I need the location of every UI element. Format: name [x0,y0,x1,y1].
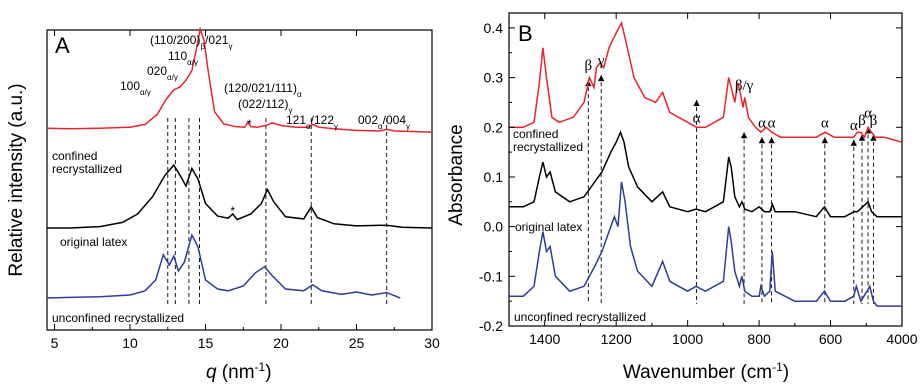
x-tick-label: 10 [122,335,138,351]
series-label: unconfined recrystallized [52,311,184,325]
impurity-star: * [230,204,235,218]
y-axis-title-b: Absorbance [446,124,467,225]
reflection-annotation: 002α/004γ [358,113,410,131]
x-tick-label: 600 [819,331,843,347]
x-tick-label: 15 [198,335,214,351]
x-tick-label: 1400 [529,331,560,347]
y-tick-label: 0.1 [484,169,504,185]
series-label: confined [52,149,97,163]
reflection-annotation: 100α/γ [120,79,151,97]
y-tick-label: 0.0 [484,219,504,235]
series-line-confined-recrystallized [509,20,903,143]
plot-frame-a [46,29,433,331]
y-tick-label: 0.4 [484,20,504,36]
reflection-annotation: (120/021/111)α [224,81,302,99]
band-annotation: α [850,118,858,134]
panel-label-b: B [518,21,533,46]
reflection-annotation: (110/200)β/021γ [150,33,232,51]
series-label: confined [513,127,558,141]
x-axis-title-a: q (nm-1) [206,360,272,383]
series-line-original-latex [47,163,433,229]
series-label: original latex [515,220,582,234]
band-annotation: β [870,113,878,129]
impurity-star: * [247,117,252,131]
x-tick-label: 20 [273,335,289,351]
reflection-annotation: 110α/γ [168,49,198,67]
series-label: original latex [60,235,127,249]
y-tick-label: 0.3 [484,70,504,86]
series-line-confined-recrystallized [46,26,433,133]
band-annotation: α [693,110,701,126]
x-tick-label: 5 [51,335,59,351]
series-line-unconfined-recrystallized [509,181,902,307]
y-tick-label: 0.2 [484,119,504,135]
band-annotation: α [864,105,872,121]
y-tick-label: -0.2 [479,318,503,334]
x-axis-title-b: Wavenumber (cm-1) [623,360,789,383]
band-arrow [850,139,857,146]
x-tick-label: 1000 [672,331,703,347]
band-arrow [758,137,766,144]
panel-label-a: A [55,33,70,58]
band-annotation: β [584,58,592,74]
x-tick-label: 800 [747,331,771,347]
band-annotation: γ [597,53,605,69]
x-tick-label: 1200 [601,331,632,347]
series-line-unconfined-recrystallized [46,232,401,299]
reflection-annotation: (022/112)γ [238,97,292,115]
plot-frame-b [508,12,903,327]
band-arrow [768,137,775,144]
band-annotation: α [821,115,829,131]
series-label: recrystallized [513,140,583,154]
band-annotation: β [858,113,866,129]
x-tick-label: 30 [424,335,440,351]
band-arrow [693,100,700,107]
band-arrow [740,132,748,139]
band-annotation: α [768,115,776,131]
x-tick-label: 4000 [886,331,917,347]
band-annotation: α [758,115,766,131]
series-label: unconfined recrystallized [514,310,646,324]
band-annotation: β/γ [735,78,754,94]
band-arrow [821,137,829,144]
reflection-annotation: 020α/γ [147,64,178,82]
y-axis-title-a: Relative intensity (a.u.) [6,83,27,276]
reflection-annotation: 121α/122γ [286,113,338,131]
band-arrow [597,75,605,82]
x-tick-label: 25 [349,335,365,351]
y-tick-label: -0.1 [479,268,503,284]
band-arrow [858,134,866,141]
series-line-original-latex [509,130,902,218]
band-arrow [870,134,877,141]
series-label: recrystallized [52,162,122,176]
